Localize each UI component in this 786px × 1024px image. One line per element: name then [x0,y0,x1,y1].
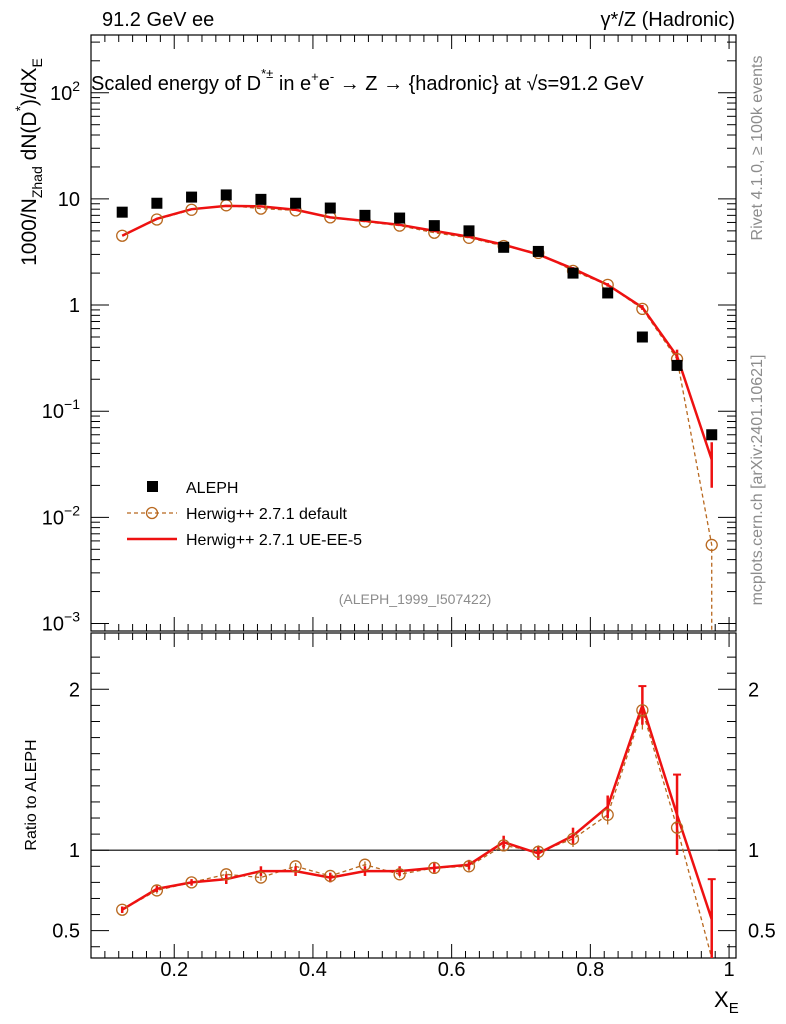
ratio-point-default [601,808,614,821]
main-y-tick-label: 1 [69,295,80,317]
ratio-point-default [462,860,476,873]
header-process-label: γ*/Z (Hadronic) [601,9,735,31]
ratio-y-tick-label-right: 1 [748,840,759,862]
point-default [116,229,129,242]
ratio-point-default [254,871,268,884]
main-panel-frame [90,34,737,632]
point-default [636,302,649,316]
ratio-point-default [532,845,545,858]
point-aleph [394,212,406,224]
point-aleph [636,331,648,343]
point-aleph [463,225,475,237]
legend-marker-default [145,506,159,520]
point-aleph [220,189,232,201]
legend-label-default: Herwig++ 2.7.1 default [186,506,348,523]
ratio-point-default [670,821,684,834]
point-aleph [359,209,371,221]
point-aleph [498,241,510,253]
ratio-point-default [116,903,129,916]
point-aleph [532,245,544,257]
ratio-y-tick-label-right: 0.5 [748,921,776,943]
point-aleph [706,429,718,441]
ratio-point-default [185,876,198,889]
legend-label-ueee5: Herwig++ 2.7.1 UE-EE-5 [186,532,362,549]
header-energy-label: 91.2 GeV ee [102,9,214,31]
point-aleph [151,197,163,209]
main-y-tick-label: 10−1 [42,396,80,423]
point-aleph [255,193,267,205]
main-axes: 10−3 10−2 10−1 1 10 102 [42,35,736,636]
legend-marker-aleph [147,481,158,492]
main-y-axis-label: 1000/NZhad dN(D*)/dXE [12,58,45,266]
point-default [185,203,198,216]
analysis-id-watermark: (ALEPH_1999_I507422) [339,591,492,607]
ratio-y-tick-label: 2 [69,679,80,701]
main-y-tick-label: 10 [58,189,80,211]
main-y-tick-label: 102 [50,78,80,105]
ratio-line-ueee5 [121,701,713,920]
ratio-point-default [220,868,233,881]
main-y-tick-label: 10−2 [42,502,80,529]
legend: ALEPH Herwig++ 2.7.1 default Herwig++ 2.… [127,480,362,549]
ratio-y-tick-label: 0.5 [52,921,80,943]
ratio-line-default [121,708,713,959]
main-series-layer [116,189,718,631]
ratio-point-default [393,868,406,881]
ratio-series-layer [116,685,716,959]
main-y-tick-label: 10−3 [42,609,80,636]
point-default [150,213,164,226]
ratio-y-tick-label: 1 [69,840,80,862]
x-tick-label: 0.2 [160,959,188,981]
ratio-point-default [150,884,164,897]
ratio-y-tick-label-right: 2 [748,679,759,701]
x-tick-label: 1 [724,959,735,981]
x-tick-label: 0.6 [438,959,466,981]
mcplots-credit-text: mcplots.cern.ch [arXiv:2401.10621] [749,355,766,606]
ratio-point-default [324,869,337,883]
ratio-point-default [636,704,649,717]
point-aleph [290,197,302,209]
legend-label-aleph: ALEPH [186,480,238,497]
x-tick-label: 0.4 [299,959,327,981]
point-aleph [428,220,440,232]
point-aleph [671,359,683,371]
ratio-point-default [289,860,302,873]
ratio-panel-frame [90,632,737,959]
ratio-point-default [358,858,372,871]
point-default [705,538,718,552]
ratio-point-default [497,839,510,852]
plot-title: Scaled energy of D*± in e+e- → Z → {hadr… [91,66,644,95]
point-aleph [324,202,336,214]
ratio-point-default [566,832,580,846]
point-aleph [567,267,579,279]
point-default [220,199,233,212]
point-aleph [116,206,128,218]
x-axis-label: XE [714,987,739,1017]
ratio-axes: 0.2 0.4 0.6 0.8 1 0.5 0.5 1 1 2 2 [52,633,776,981]
x-tick-label: 0.8 [576,959,604,981]
ratio-y-axis-label: Ratio to ALEPH [23,739,40,850]
ratio-point-default [428,861,441,875]
rivet-version-text: Rivet 4.1.0, ≥ 100k events [749,56,766,241]
series-line-ueee5 [121,204,713,461]
point-aleph [186,191,198,203]
series-line-default [121,204,713,631]
point-aleph [602,287,614,299]
